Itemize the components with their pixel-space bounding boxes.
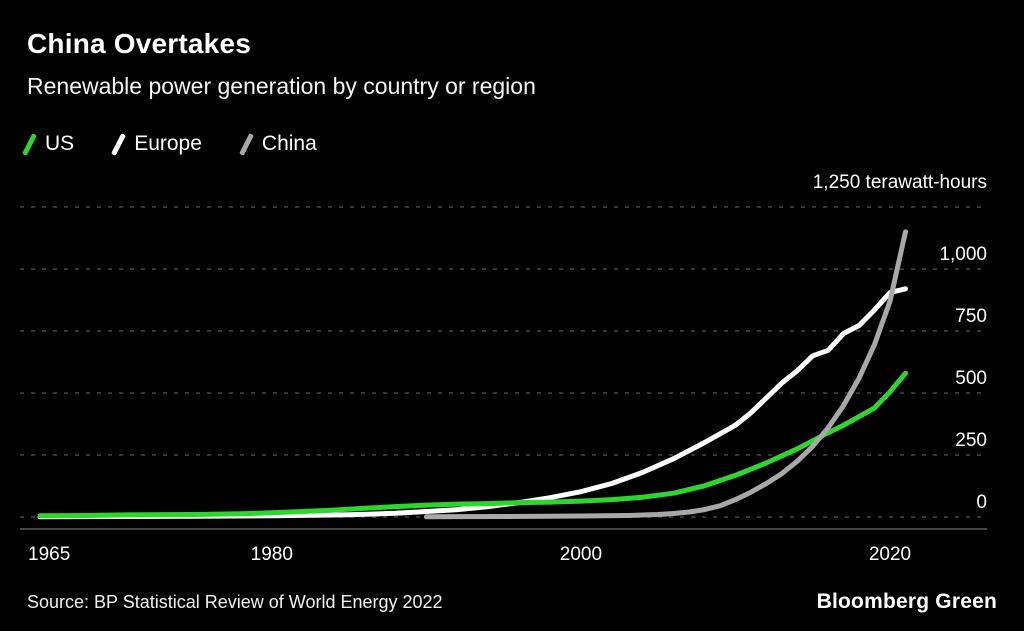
series-line-us [37, 370, 908, 519]
source-note: Source: BP Statistical Review of World E… [27, 592, 443, 612]
y-tick-label-750: 750 [955, 306, 987, 327]
legend-label-china: China [261, 132, 317, 155]
legend-label-europe: Europe [134, 132, 202, 155]
legend-label-us: US [45, 132, 75, 155]
legend-item-europe: Europe [111, 132, 202, 156]
y-tick-label-250: 250 [955, 430, 987, 451]
bloomberg-green-logo: Bloomberg Green [816, 590, 997, 613]
series-line-europe [37, 286, 908, 520]
y-tick-label-500: 500 [955, 368, 987, 389]
x-tick-label-1965: 1965 [28, 544, 70, 565]
legend: US Europe China [22, 132, 359, 156]
x-tick-label-2000: 2000 [560, 544, 602, 565]
chart-subtitle: Renewable power generation by country or… [27, 73, 536, 99]
legend-item-china: China [238, 132, 317, 156]
series-line-china [423, 229, 908, 520]
y-tick-label-0: 0 [976, 492, 987, 513]
x-tick-label-1980: 1980 [251, 544, 293, 565]
y-tick-label-1,000: 1,000 [939, 244, 987, 265]
y-axis-unit-label: 1,250 terawatt-hours [812, 172, 987, 193]
chart-title: China Overtakes [27, 28, 251, 59]
x-tick-label-2020: 2020 [869, 544, 911, 565]
legend-item-us: US [22, 132, 75, 156]
